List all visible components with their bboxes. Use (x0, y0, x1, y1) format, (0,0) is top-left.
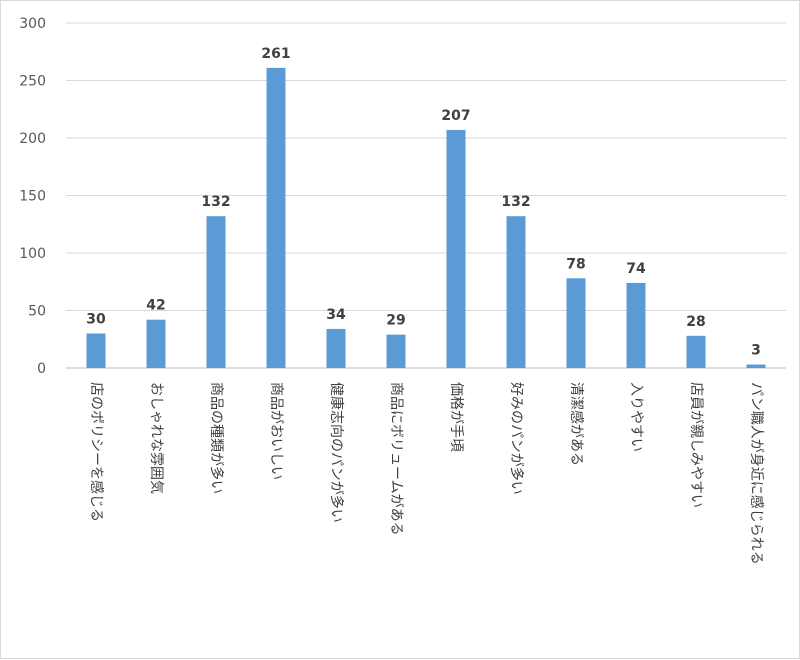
category-label: 商品にボリュームがある (388, 382, 404, 536)
category-label: 好みのパンが多い (508, 382, 525, 495)
data-label: 30 (86, 312, 106, 328)
data-label: 3 (751, 343, 761, 359)
category-label: 商品がおいしい (268, 382, 284, 480)
y-tick-label: 50 (28, 304, 46, 320)
y-tick-label: 200 (19, 131, 46, 147)
data-label: 42 (146, 298, 165, 314)
bar-2 (206, 216, 226, 368)
bar-8 (566, 278, 586, 368)
data-label: 261 (261, 46, 290, 62)
data-label: 132 (201, 194, 230, 210)
category-label: 店員が親しみやすい (688, 382, 704, 508)
bar-11 (746, 364, 766, 368)
category-label: 価格が手頃 (448, 382, 464, 452)
y-tick-label: 0 (37, 361, 46, 377)
category-label: 店のポリシーを感じる (88, 382, 105, 522)
y-tick-label: 300 (19, 16, 46, 32)
data-label: 132 (501, 194, 530, 210)
category-label: パン職人が身近に感じられる (748, 382, 765, 565)
category-label: 清潔感がある (568, 382, 585, 466)
bar-3 (266, 67, 286, 368)
bar-4 (326, 328, 346, 368)
category-label: 健康志向のパンが多い (328, 382, 345, 523)
bar-1 (146, 319, 166, 368)
category-label: 商品の種類が多い (208, 382, 225, 494)
bar-5 (386, 334, 406, 368)
data-label: 28 (686, 314, 705, 330)
category-label: おしゃれな雰囲気 (148, 382, 164, 494)
bar-0 (86, 333, 106, 368)
data-label: 34 (326, 307, 346, 323)
category-label: 入りやすい (628, 382, 644, 452)
bar-7 (506, 216, 526, 368)
data-label: 78 (566, 256, 585, 272)
y-tick-label: 250 (19, 74, 46, 90)
y-tick-label: 100 (19, 246, 46, 262)
data-label: 29 (386, 313, 405, 329)
data-label: 207 (441, 108, 470, 124)
bar-10 (686, 335, 706, 368)
bar-9 (626, 282, 646, 368)
y-tick-label: 150 (19, 189, 46, 205)
bar-6 (446, 129, 466, 368)
data-label: 74 (626, 261, 646, 277)
